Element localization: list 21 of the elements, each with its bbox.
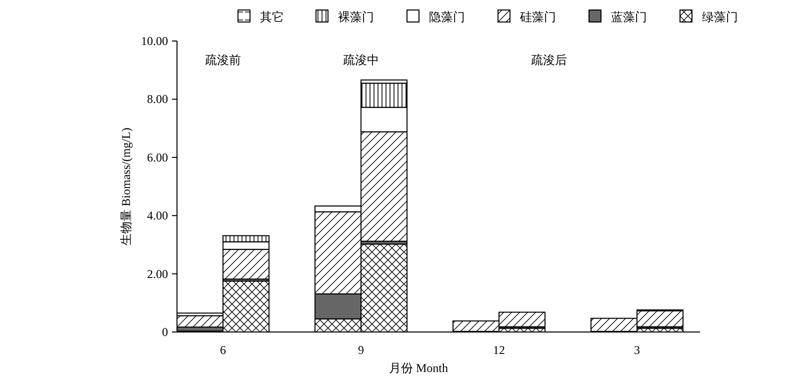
y-tick-label: 10.00: [141, 34, 168, 48]
x-axis-title: 月份 Month: [388, 361, 448, 375]
legend-label: 隐藻门: [429, 10, 465, 24]
legend-label: 其它: [260, 10, 284, 24]
legend-label: 裸藻门: [338, 10, 374, 24]
annotation: 疏浚中: [343, 53, 379, 67]
annotation: 疏浚后: [531, 53, 567, 67]
y-tick-label: 4.00: [147, 208, 168, 223]
legend-label: 蓝藻门: [611, 10, 647, 24]
y-tick-label: 0: [162, 325, 168, 339]
y-tick-label: 2.00: [147, 266, 168, 281]
text: 6: [220, 343, 226, 357]
y-axis-title: 生物量 Biomass/(mg/L): [119, 128, 133, 246]
legend-label: 绿藻门: [702, 10, 738, 24]
text: 9: [358, 343, 364, 357]
y-tick-label: 8.00: [147, 92, 168, 106]
legend-label: 硅藻门: [519, 10, 556, 24]
y-tick-label: 6.00: [147, 150, 168, 164]
annotation: 疏浚前: [205, 53, 241, 67]
text: 12: [493, 343, 505, 357]
text: 3: [634, 343, 640, 357]
